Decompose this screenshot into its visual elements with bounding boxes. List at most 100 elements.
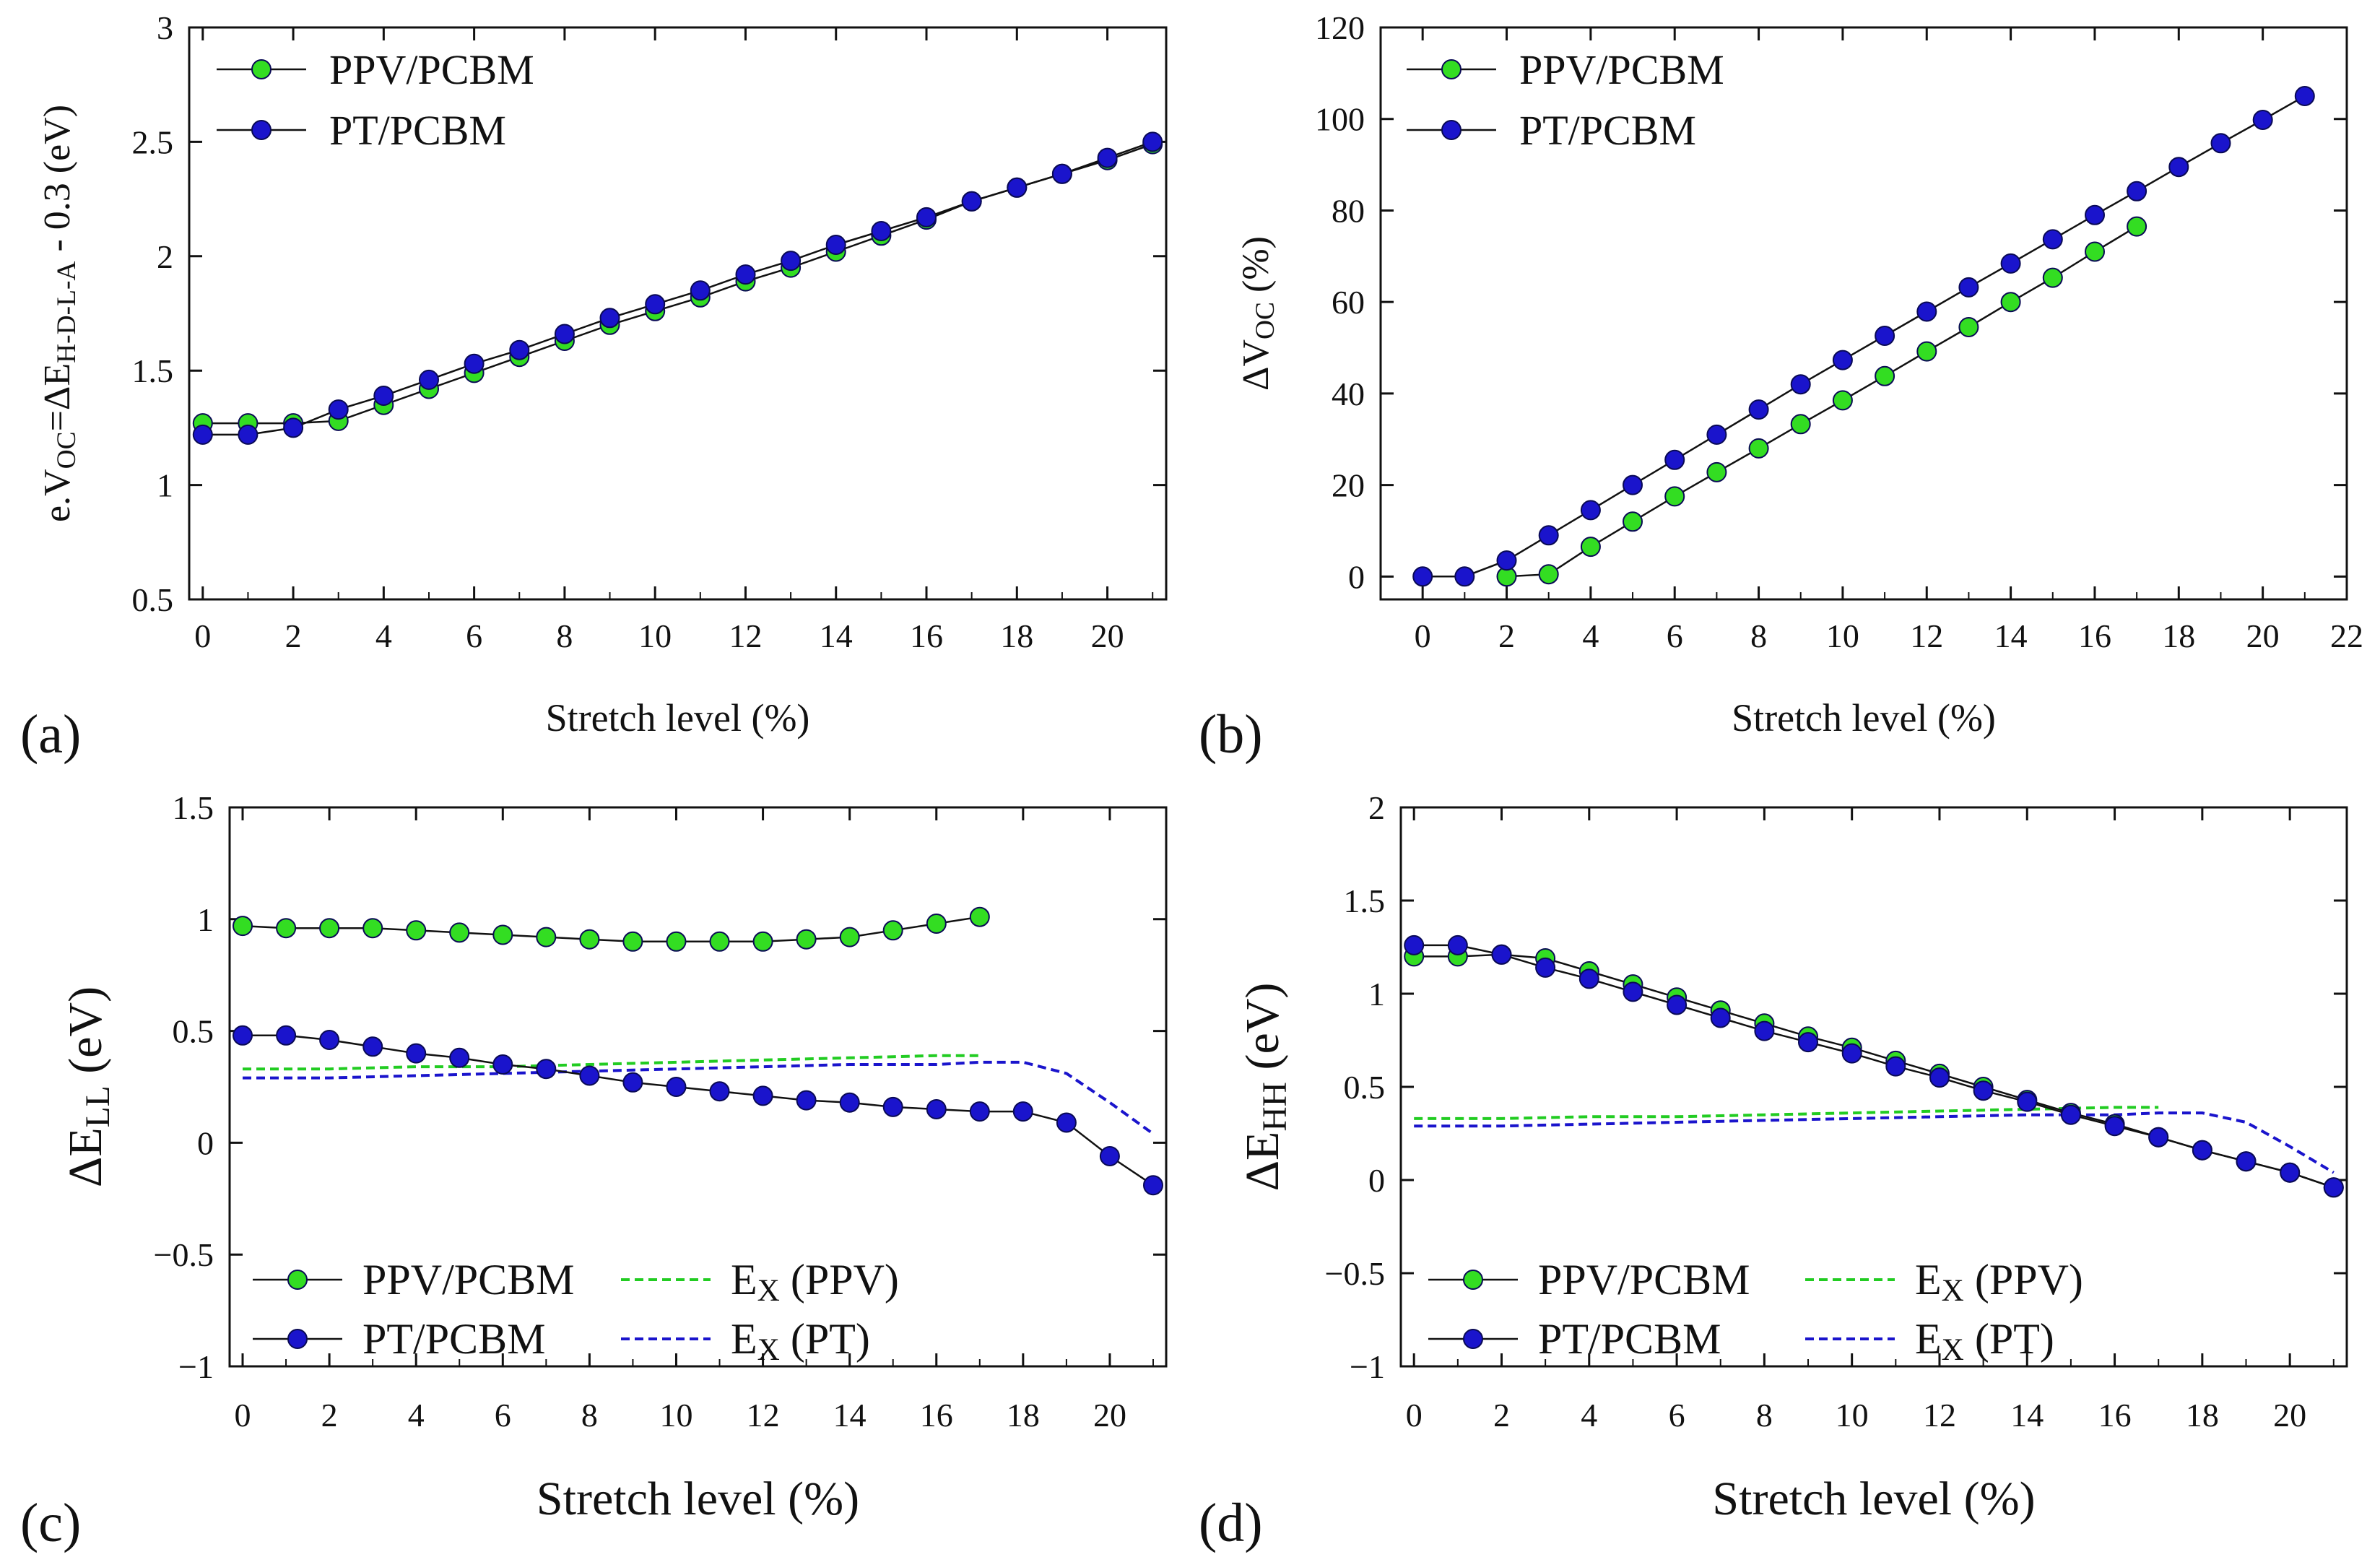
series-line-ppv-pcbm <box>1506 225 2137 578</box>
text-span: (PPV) <box>780 1256 899 1304</box>
x-tick-label: 12 <box>1910 617 1943 654</box>
data-point-pt-pcbm <box>1875 326 1895 346</box>
data-point-pt-pcbm <box>2210 133 2231 154</box>
x-tick-label: 16 <box>2078 617 2111 654</box>
data-point-pt-pcbm <box>735 264 756 285</box>
data-point-pt-pcbm <box>373 386 394 406</box>
y-tick-label: 3 <box>157 9 173 46</box>
text-span: (%) <box>1235 236 1277 302</box>
plot-frame <box>1379 26 2348 601</box>
x-tick-label: 6 <box>1669 1397 1685 1434</box>
data-point-pt-pcbm <box>1496 550 1517 571</box>
x-tick-label: 8 <box>1750 617 1767 654</box>
data-point-pt-pcbm <box>1916 301 1937 322</box>
data-point-pt-pcbm <box>464 353 485 374</box>
data-point-ppv-pcbm <box>1706 461 1727 482</box>
text-span: (PT) <box>780 1315 870 1363</box>
text-span: E <box>731 1315 757 1363</box>
x-tick-label: 14 <box>833 1397 867 1434</box>
y-tick-label: 1.5 <box>173 789 214 826</box>
data-point-pt-pcbm <box>406 1043 427 1064</box>
data-point-pt-pcbm <box>2085 204 2105 225</box>
data-point-pt-pcbm <box>1667 994 1688 1015</box>
y-tick-label: 0 <box>1368 1162 1385 1199</box>
data-point-ppv-pcbm <box>926 914 947 934</box>
y-axis-label: ΔEHH (eV) <box>1236 983 1294 1192</box>
data-point-ppv-pcbm <box>2127 216 2147 237</box>
data-point-pt-pcbm <box>666 1077 687 1097</box>
text-span: (PT) <box>1964 1315 2054 1363</box>
data-point-ppv-pcbm <box>536 927 557 947</box>
x-tick-label: 10 <box>1826 617 1859 654</box>
text-span: E <box>1915 1256 1942 1304</box>
y-tick-label: 80 <box>1332 192 1365 229</box>
data-point-ppv-pcbm <box>882 920 903 941</box>
series-line-ppv-pcbm <box>242 916 980 943</box>
x-tick-label: 10 <box>659 1397 692 1434</box>
data-point-pt-pcbm <box>2017 1091 2038 1112</box>
x-tick-label: 2 <box>1493 1397 1510 1434</box>
series-line-ex-pt <box>243 1060 1155 1135</box>
data-point-pt-pcbm <box>2000 253 2021 274</box>
data-point-pt-pcbm <box>882 1096 903 1117</box>
data-point-ppv-pcbm <box>1916 341 1937 362</box>
data-point-pt-pcbm <box>1832 350 1853 370</box>
text-span: PPV/PCBM <box>362 1256 575 1304</box>
data-point-pt-pcbm <box>1664 449 1685 470</box>
subscript: X <box>757 1333 780 1367</box>
data-point-ppv-pcbm <box>492 924 513 945</box>
data-point-pt-pcbm <box>1623 981 1643 1002</box>
data-point-pt-pcbm <box>1142 131 1163 152</box>
data-point-ppv-pcbm <box>1958 317 1979 337</box>
data-point-pt-pcbm <box>2192 1140 2212 1161</box>
data-point-pt-pcbm <box>2060 1104 2081 1125</box>
data-point-pt-pcbm <box>2252 110 2273 130</box>
data-point-pt-pcbm <box>1973 1080 1994 1101</box>
data-point-pt-pcbm <box>492 1054 513 1075</box>
x-tick-label: 0 <box>1415 617 1431 654</box>
data-point-pt-pcbm <box>276 1025 297 1046</box>
data-point-pt-pcbm <box>926 1099 947 1119</box>
data-point-pt-pcbm <box>1841 1043 1862 1064</box>
data-point-ppv-pcbm <box>839 927 860 947</box>
data-point-ppv-pcbm <box>449 922 470 943</box>
data-point-pt-pcbm <box>319 1030 340 1050</box>
data-point-pt-pcbm <box>1454 566 1475 587</box>
data-point-ppv-pcbm <box>1748 438 1769 459</box>
subscript: OC <box>1251 302 1280 339</box>
data-point-pt-pcbm <box>1535 957 1556 978</box>
data-point-pt-pcbm <box>781 251 802 272</box>
data-point-pt-pcbm <box>1578 968 1599 989</box>
data-point-pt-pcbm <box>579 1065 600 1086</box>
x-tick-label: 4 <box>1582 617 1599 654</box>
data-point-pt-pcbm <box>2294 86 2315 106</box>
x-tick-label: 6 <box>1667 617 1683 654</box>
data-point-ppv-pcbm <box>2000 292 2021 313</box>
data-point-ppv-pcbm <box>1580 537 1601 558</box>
y-tick-label: 0 <box>197 1124 214 1161</box>
data-point-pt-pcbm <box>1491 944 1512 965</box>
data-point-pt-pcbm <box>2042 229 2063 250</box>
chart-panel-a: 0 2 4 6 8 10 12 14 16 18 20 0.5 1 1.5 2 2.5 3 Stretch lev… <box>20 9 1168 765</box>
x-tick-label: 12 <box>1923 1397 1956 1434</box>
data-point-pt-pcbm <box>449 1047 470 1068</box>
x-tick-label: 14 <box>1994 617 2028 654</box>
data-point-pt-pcbm <box>871 221 892 241</box>
data-point-pt-pcbm <box>1748 399 1769 420</box>
series-line-pt-pcbm <box>202 141 1153 436</box>
legend-marker <box>251 59 272 79</box>
data-point-pt-pcbm <box>2148 1127 2169 1148</box>
x-tick-label: 0 <box>194 617 211 654</box>
data-point-ppv-pcbm <box>1790 414 1811 435</box>
data-point-ppv-pcbm <box>579 929 600 950</box>
x-tick-label: 0 <box>1406 1397 1423 1434</box>
subscript: X <box>1942 1274 1964 1308</box>
y-tick-label: 0.5 <box>173 1013 214 1050</box>
data-point-pt-pcbm <box>1097 147 1118 168</box>
x-tick-label: 8 <box>556 617 573 654</box>
subscript: LL <box>79 1085 117 1127</box>
y-tick-label: −1 <box>1350 1348 1385 1385</box>
data-point-ppv-pcbm <box>1875 365 1895 386</box>
legend-label: PPV/PCBM <box>362 1256 575 1304</box>
